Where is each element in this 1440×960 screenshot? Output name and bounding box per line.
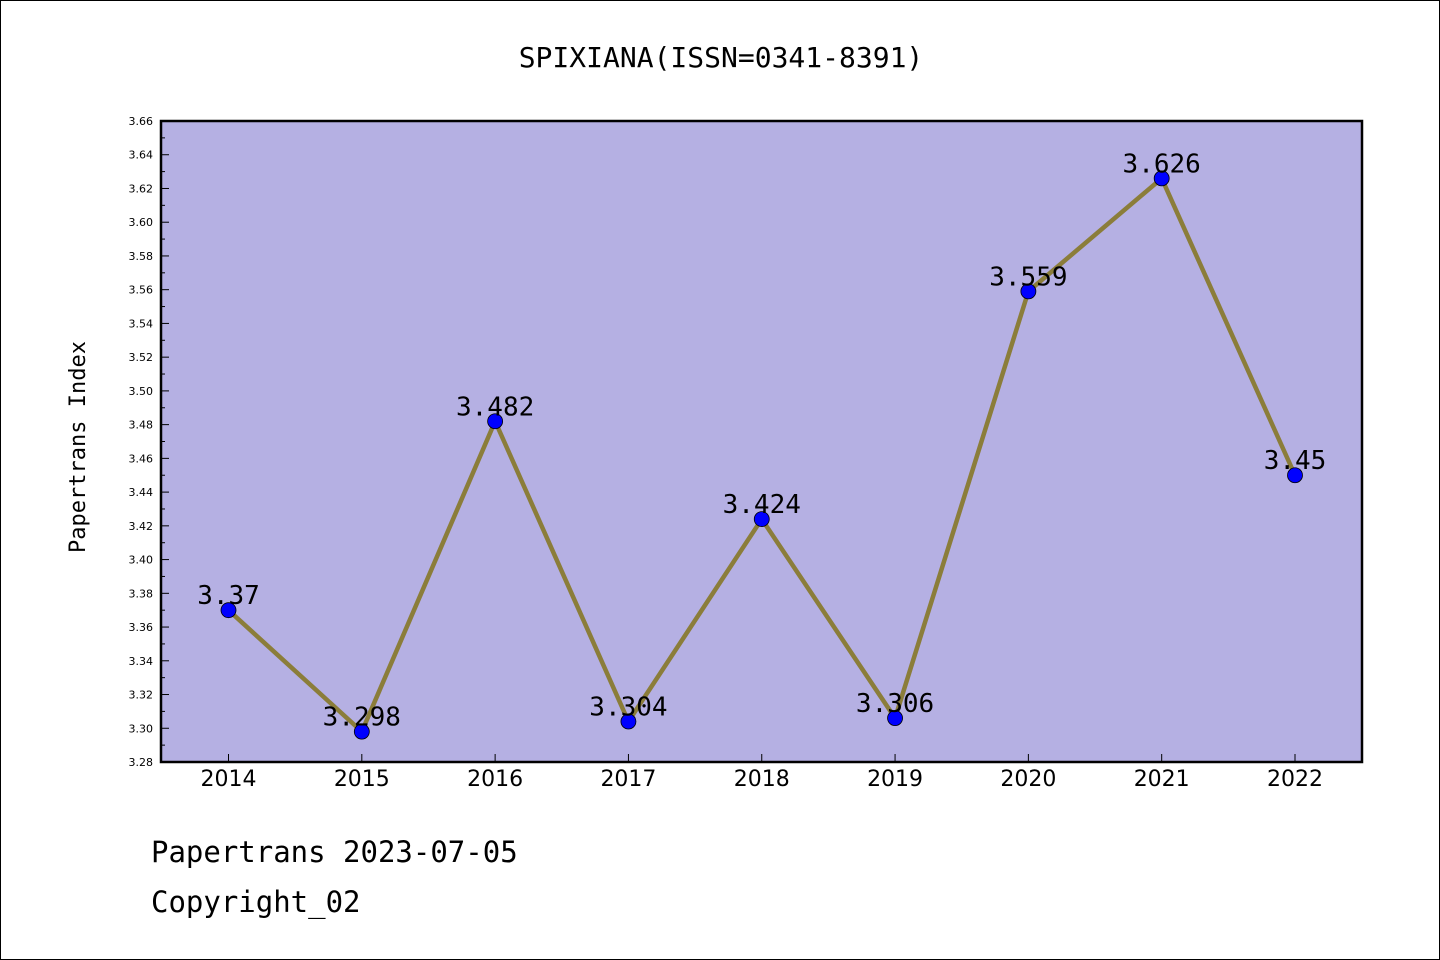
y-tick-label: 3.48 [129, 419, 154, 432]
series-layer: 3.37 3.298 3.482 3.304 3.424 3.306 3.559 3.626 3… [197, 149, 1327, 740]
chart-title: SPIXIANA(ISSN=0341-8391) [519, 41, 924, 74]
y-axis-label: Papertrans Index [66, 341, 91, 553]
data-point [753, 511, 770, 527]
data-point [1287, 467, 1303, 484]
y-tick-label: 3.42 [129, 520, 154, 533]
x-tick-label: 2015 [334, 767, 390, 792]
data-label: 3.298 [323, 703, 401, 733]
x-tick-label: 2017 [600, 767, 656, 792]
y-tick-label: 3.66 [129, 115, 154, 128]
data-label: 3.45 [1264, 446, 1327, 476]
y-tick-label: 3.32 [129, 689, 154, 702]
x-tick-label: 2019 [867, 767, 923, 792]
data-label: 3.559 [989, 262, 1067, 292]
y-tick-label: 3.58 [129, 250, 154, 263]
x-tick-label: 2016 [467, 767, 523, 792]
y-tick-label: 3.38 [129, 587, 154, 600]
y-tick-label: 3.52 [129, 351, 154, 364]
y-tick-label: 3.54 [129, 317, 154, 330]
y-axis: 3.28 3.30 3.32 3.34 3.36 3.38 3.40 3.42 3.44 3.46… [129, 115, 169, 769]
data-point [1020, 283, 1037, 300]
footer-copyright: Copyright_02 [151, 885, 361, 919]
y-tick-label: 3.50 [129, 385, 154, 398]
plot-area [159, 119, 1364, 764]
data-point [487, 413, 504, 430]
x-tick-label: 2020 [1000, 767, 1056, 792]
y-tick-label: 3.56 [129, 284, 154, 297]
y-tick-label: 3.40 [129, 554, 154, 567]
x-tick-label: 2021 [1134, 767, 1190, 792]
footer-date: Papertrans 2023-07-05 [151, 835, 518, 869]
data-label: 3.306 [856, 689, 934, 719]
data-point [620, 713, 637, 730]
y-tick-label: 3.64 [129, 149, 154, 162]
x-tick-label: 2014 [201, 767, 257, 792]
data-label: 3.482 [456, 392, 534, 422]
y-tick-label: 3.60 [129, 216, 154, 229]
x-tick-label: 2018 [734, 767, 790, 792]
y-tick-label: 3.46 [129, 452, 154, 465]
data-label: 3.626 [1123, 149, 1201, 179]
data-label: 3.304 [589, 693, 667, 723]
data-label: 3.424 [723, 490, 801, 520]
y-tick-label: 3.36 [129, 621, 154, 634]
y-tick-label: 3.28 [129, 756, 154, 769]
y-tick-label: 3.34 [129, 655, 154, 668]
data-point [353, 723, 370, 740]
y-tick-label: 3.62 [129, 182, 154, 195]
data-point [220, 602, 237, 619]
data-point [1153, 170, 1170, 187]
y-tick-label: 3.30 [129, 722, 154, 735]
x-axis: 2014 2015 2016 2017 2018 2019 2020 2021 2022 [201, 754, 1323, 792]
data-label: 3.37 [197, 581, 260, 611]
x-tick-label: 2022 [1267, 767, 1323, 792]
y-tick-label: 3.44 [129, 486, 154, 499]
data-point [887, 710, 903, 727]
